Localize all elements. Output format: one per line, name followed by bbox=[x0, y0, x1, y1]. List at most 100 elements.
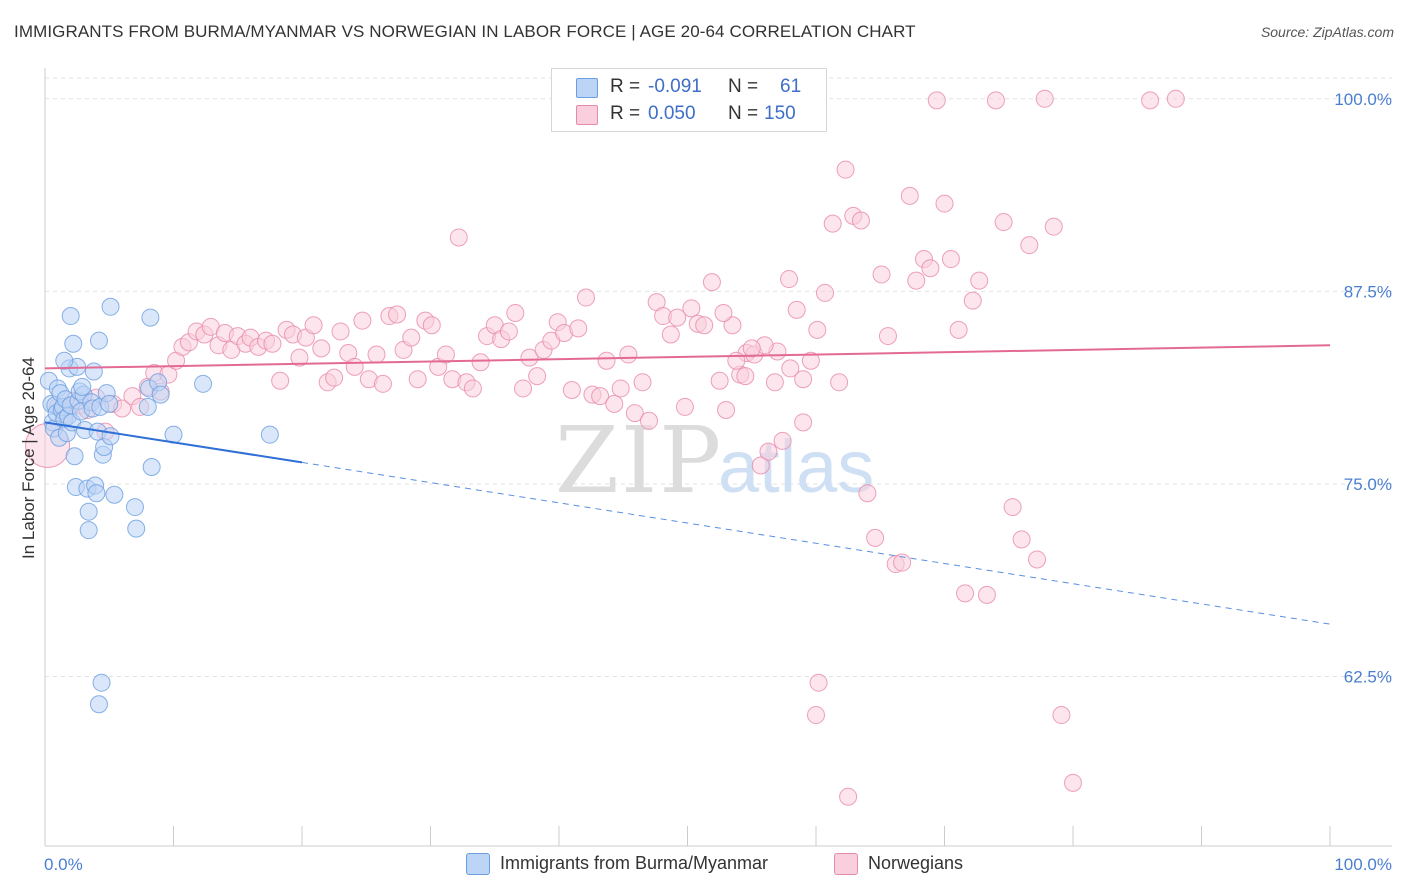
series-burma bbox=[39, 297, 279, 714]
data-points bbox=[25, 89, 1185, 806]
data-point bbox=[101, 297, 120, 316]
data-point bbox=[87, 484, 106, 503]
data-point bbox=[127, 519, 146, 538]
data-point bbox=[1052, 706, 1071, 725]
data-point bbox=[605, 394, 624, 413]
data-point bbox=[463, 379, 482, 398]
data-point bbox=[422, 316, 441, 335]
data-point bbox=[727, 351, 746, 370]
series-norwegians bbox=[25, 89, 1185, 806]
data-point bbox=[625, 404, 644, 423]
data-point bbox=[528, 367, 547, 386]
x-tick-label: 100.0% bbox=[1334, 855, 1392, 874]
data-point bbox=[576, 288, 595, 307]
data-point bbox=[780, 270, 799, 289]
legend-label-burma: Immigrants from Burma/Myanmar bbox=[500, 853, 769, 873]
data-point bbox=[388, 305, 407, 324]
data-point bbox=[331, 322, 350, 341]
n-label: N = bbox=[728, 76, 759, 97]
data-point bbox=[260, 425, 279, 444]
data-point bbox=[839, 787, 858, 806]
data-point bbox=[271, 371, 290, 390]
data-point bbox=[907, 271, 926, 290]
trend-line-burma bbox=[44, 421, 303, 464]
data-point bbox=[893, 553, 912, 572]
data-point bbox=[263, 334, 282, 353]
data-point bbox=[765, 373, 784, 392]
data-point bbox=[125, 498, 144, 517]
data-point bbox=[836, 160, 855, 179]
y-tick-label: 62.5% bbox=[1344, 668, 1392, 687]
data-point bbox=[141, 308, 160, 327]
data-point bbox=[695, 316, 714, 335]
data-point bbox=[787, 300, 806, 319]
data-point bbox=[736, 367, 755, 386]
data-point bbox=[61, 307, 80, 326]
legend-swatch-burma bbox=[466, 853, 490, 875]
data-point bbox=[611, 379, 630, 398]
r-value: -0.091 bbox=[648, 76, 702, 97]
legend-swatch-norwegians bbox=[834, 853, 858, 875]
data-point bbox=[633, 373, 652, 392]
legend-swatch-norwegians bbox=[576, 105, 598, 125]
data-point bbox=[619, 345, 638, 364]
data-point bbox=[73, 377, 92, 396]
data-point bbox=[79, 521, 98, 540]
data-point bbox=[956, 584, 975, 603]
data-point bbox=[89, 695, 108, 714]
data-point bbox=[142, 458, 161, 477]
data-point bbox=[941, 250, 960, 269]
data-point bbox=[138, 397, 157, 416]
r-value: 0.050 bbox=[648, 103, 696, 124]
data-point bbox=[367, 345, 386, 364]
data-point bbox=[100, 394, 119, 413]
chart-title: IMMIGRANTS FROM BURMA/MYANMAR VS NORWEGI… bbox=[14, 22, 916, 41]
data-point bbox=[1020, 236, 1039, 255]
n-value: 150 bbox=[764, 103, 796, 124]
r-label: R = bbox=[610, 76, 641, 97]
data-point bbox=[471, 353, 490, 372]
data-point bbox=[194, 374, 213, 393]
data-point bbox=[759, 442, 778, 461]
data-point bbox=[65, 447, 84, 466]
data-point bbox=[105, 485, 124, 504]
data-point bbox=[935, 194, 954, 213]
data-point bbox=[702, 273, 721, 292]
data-point bbox=[872, 265, 891, 284]
data-point bbox=[84, 362, 103, 381]
source-label: Source: ZipAtlas.com bbox=[1260, 24, 1394, 40]
data-point bbox=[597, 351, 616, 370]
data-point bbox=[773, 431, 792, 450]
data-point bbox=[353, 311, 372, 330]
data-point bbox=[801, 351, 820, 370]
data-point bbox=[506, 303, 525, 322]
data-point bbox=[79, 502, 98, 521]
data-point bbox=[977, 585, 996, 604]
legend-swatch-burma bbox=[576, 78, 598, 98]
data-point bbox=[304, 316, 323, 335]
data-point bbox=[963, 291, 982, 310]
y-tick-label: 75.0% bbox=[1344, 475, 1392, 494]
data-point bbox=[858, 484, 877, 503]
data-point bbox=[514, 379, 533, 398]
data-point bbox=[781, 359, 800, 378]
data-point bbox=[64, 334, 83, 353]
data-point bbox=[569, 319, 588, 338]
tick-labels: 62.5% 75.0% 87.5% 100.0% 0.0% 100.0% bbox=[44, 90, 1392, 874]
data-point bbox=[675, 397, 694, 416]
watermark-zip: ZIP bbox=[555, 407, 723, 514]
data-point bbox=[101, 427, 120, 446]
data-point bbox=[1141, 91, 1160, 110]
data-point bbox=[402, 328, 421, 347]
data-point bbox=[830, 373, 849, 392]
data-point bbox=[794, 413, 813, 432]
data-point bbox=[92, 673, 111, 692]
data-point bbox=[970, 271, 989, 290]
data-point bbox=[878, 327, 897, 346]
data-point bbox=[808, 320, 827, 339]
data-point bbox=[714, 303, 733, 322]
data-point bbox=[851, 211, 870, 230]
legend-label-norwegians: Norwegians bbox=[868, 853, 964, 873]
